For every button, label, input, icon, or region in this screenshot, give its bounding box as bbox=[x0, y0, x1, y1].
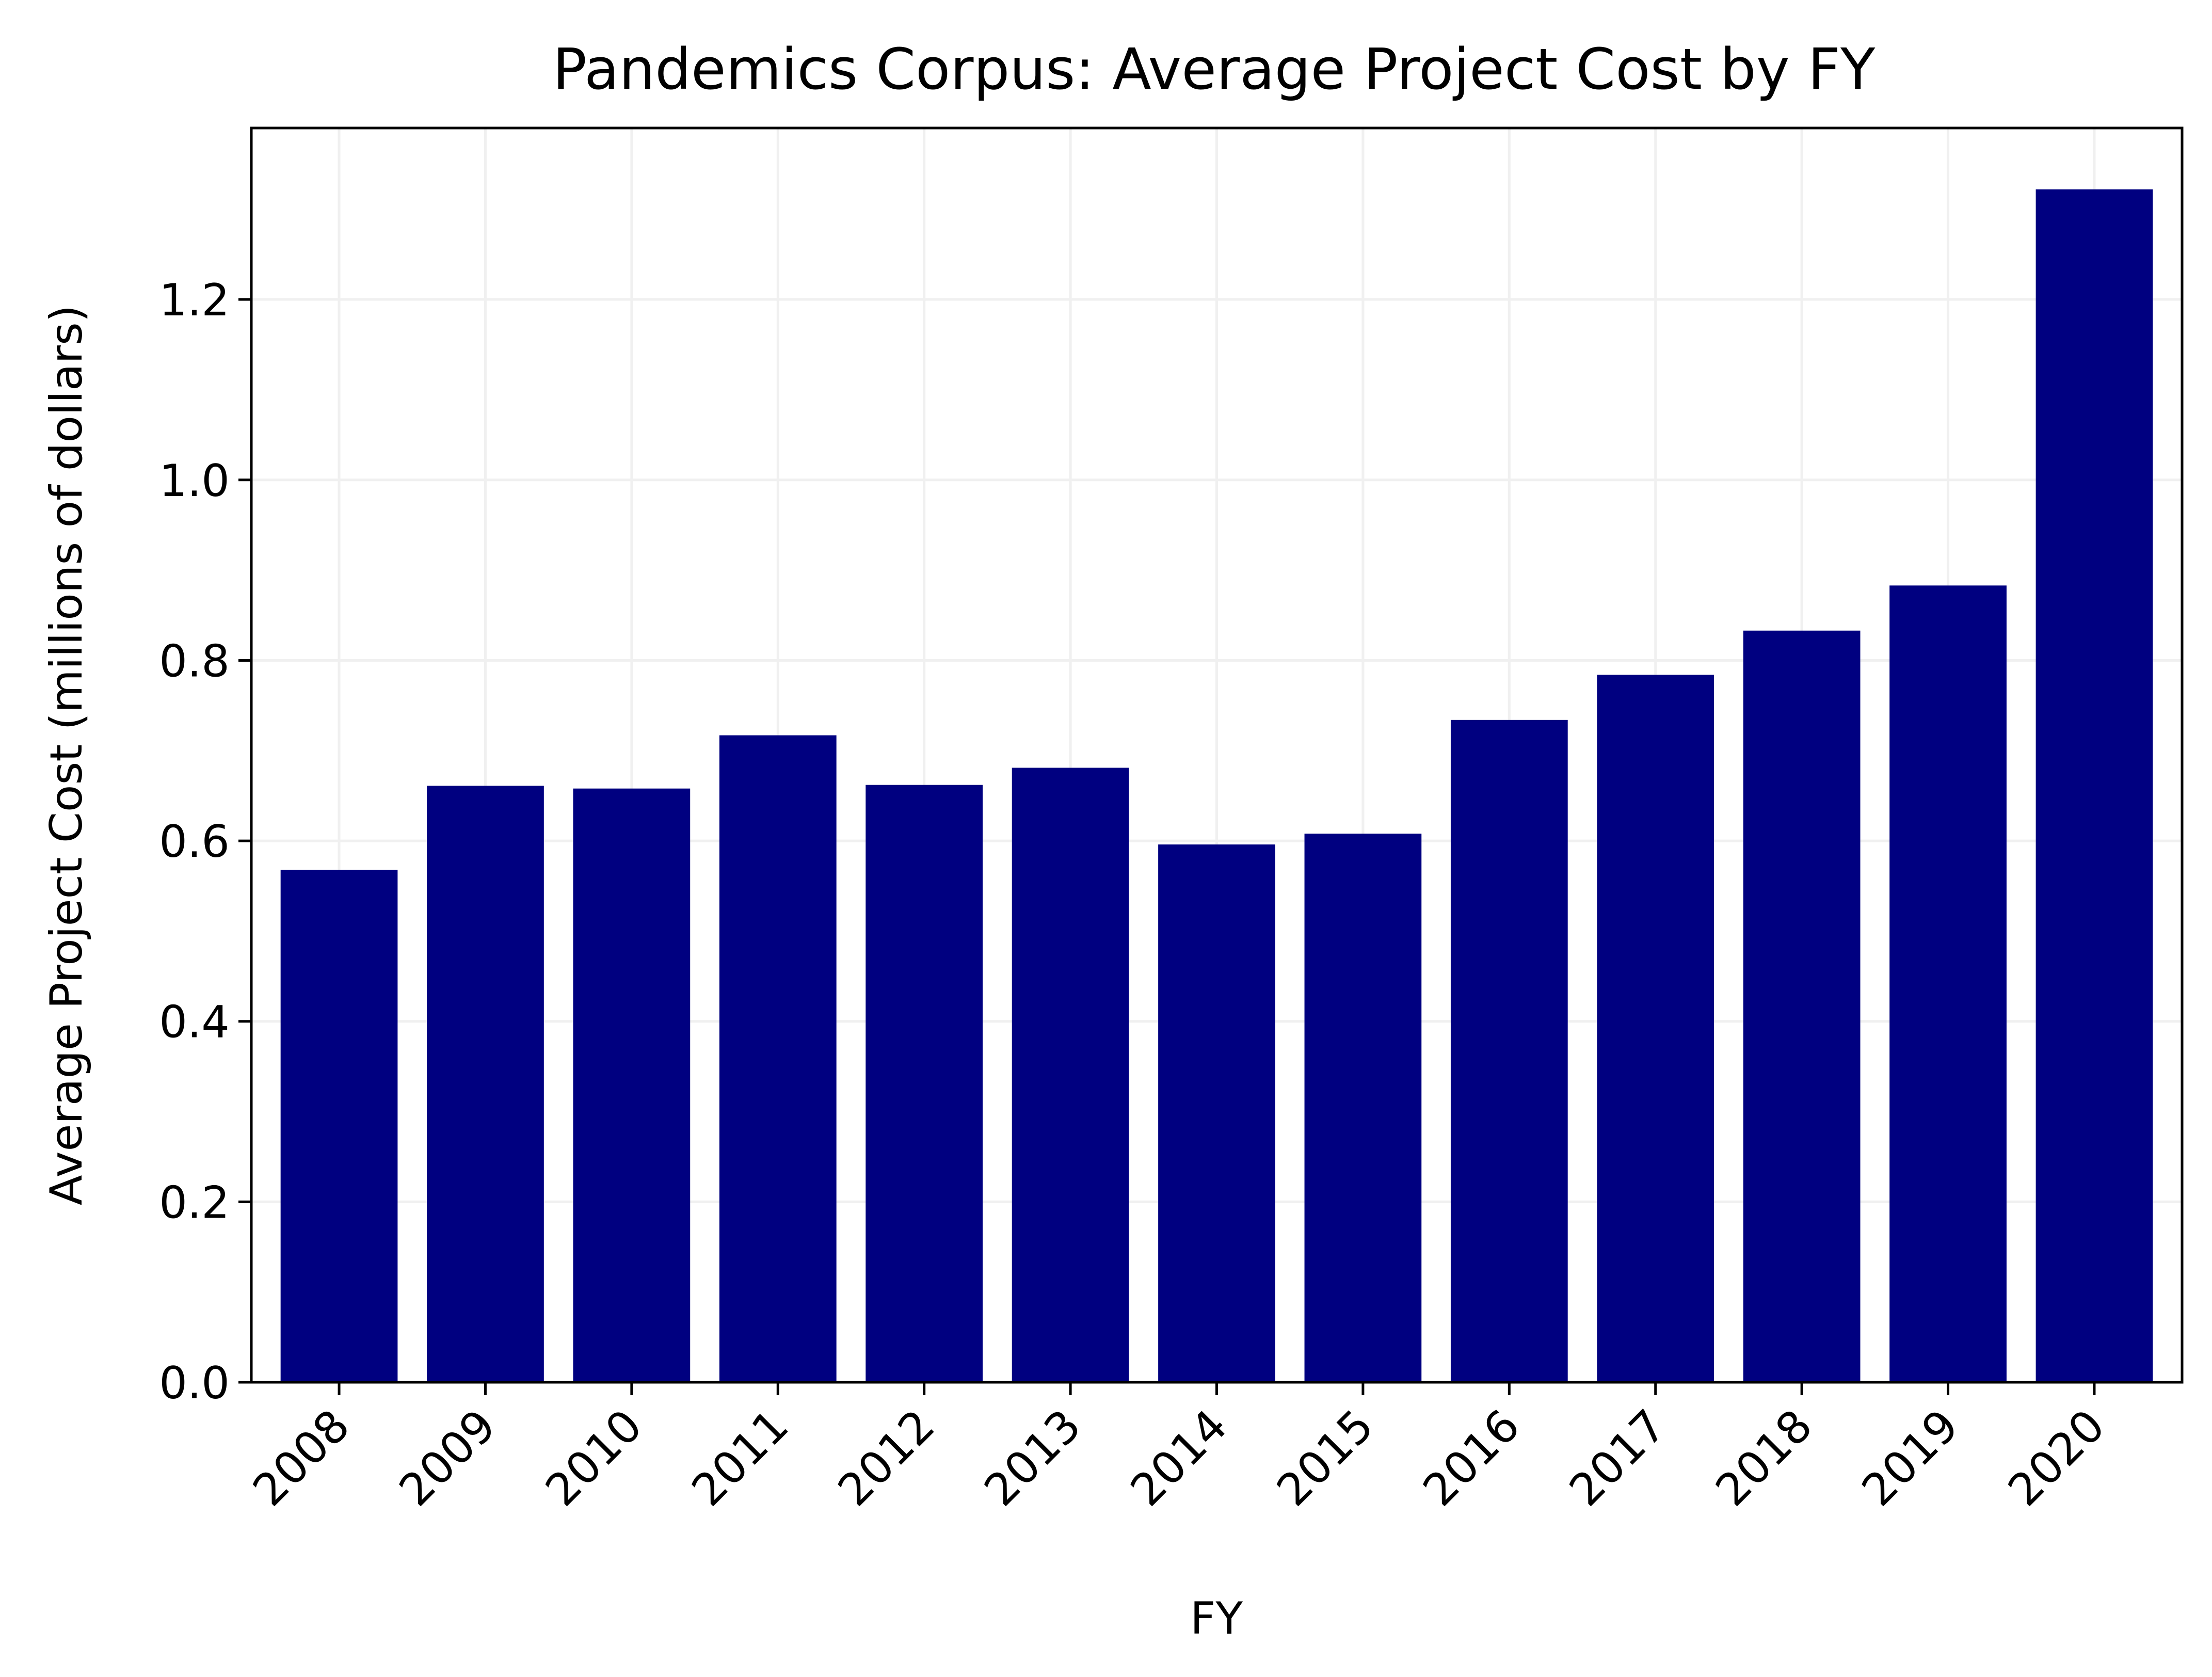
y-tick-label: 0.6 bbox=[159, 816, 230, 868]
x-tick-label: 2017 bbox=[1560, 1400, 1676, 1516]
bar-2013 bbox=[1012, 768, 1129, 1382]
x-tick-label: 2020 bbox=[1998, 1400, 2114, 1516]
x-tick-label: 2019 bbox=[1852, 1400, 1968, 1516]
x-tick-label: 2008 bbox=[243, 1400, 359, 1516]
bar-2017 bbox=[1597, 675, 1714, 1382]
bar-2011 bbox=[719, 735, 837, 1382]
bars bbox=[280, 189, 2153, 1382]
y-tick-label: 0.2 bbox=[159, 1177, 230, 1228]
x-tick-label: 2009 bbox=[390, 1400, 506, 1516]
x-tick-label: 2012 bbox=[828, 1400, 944, 1516]
bar-2009 bbox=[427, 786, 544, 1382]
bar-2016 bbox=[1450, 720, 1568, 1382]
x-tick-label: 2010 bbox=[536, 1400, 652, 1516]
bar-2010 bbox=[573, 788, 691, 1382]
x-tick-label: 2013 bbox=[974, 1400, 1091, 1516]
x-tick-label: 2015 bbox=[1267, 1400, 1383, 1516]
chart-title: Pandemics Corpus: Average Project Cost b… bbox=[553, 36, 1876, 102]
y-axis: 0.0 0.2 0.4 0.6 0.8 1.0 1.2 bbox=[159, 275, 251, 1409]
x-tick-label: 2014 bbox=[1121, 1400, 1237, 1516]
y-tick-label: 0.8 bbox=[159, 635, 230, 687]
bar-2020 bbox=[2035, 189, 2153, 1382]
x-tick-label: 2018 bbox=[1706, 1400, 1822, 1516]
bar-2012 bbox=[865, 785, 983, 1382]
x-axis-label: FY bbox=[1190, 1593, 1243, 1644]
x-axis: 2008 2009 2010 2011 2012 2013 2014 2015 2016 2017… bbox=[243, 1382, 2115, 1516]
y-axis-label: Average Project Cost (millions of dollar… bbox=[41, 305, 92, 1205]
bar-2008 bbox=[280, 870, 398, 1382]
x-tick-label: 2016 bbox=[1414, 1400, 1530, 1516]
y-tick-label: 1.0 bbox=[159, 455, 230, 507]
y-tick-label: 0.4 bbox=[159, 997, 230, 1048]
x-tick-label: 2011 bbox=[682, 1400, 798, 1516]
bar-2014 bbox=[1158, 844, 1275, 1382]
bar-2019 bbox=[1889, 585, 2007, 1382]
bar-2018 bbox=[1743, 630, 1861, 1382]
y-tick-label: 1.2 bbox=[159, 275, 230, 326]
y-tick-label: 0.0 bbox=[159, 1357, 230, 1409]
bar-2015 bbox=[1304, 834, 1422, 1382]
